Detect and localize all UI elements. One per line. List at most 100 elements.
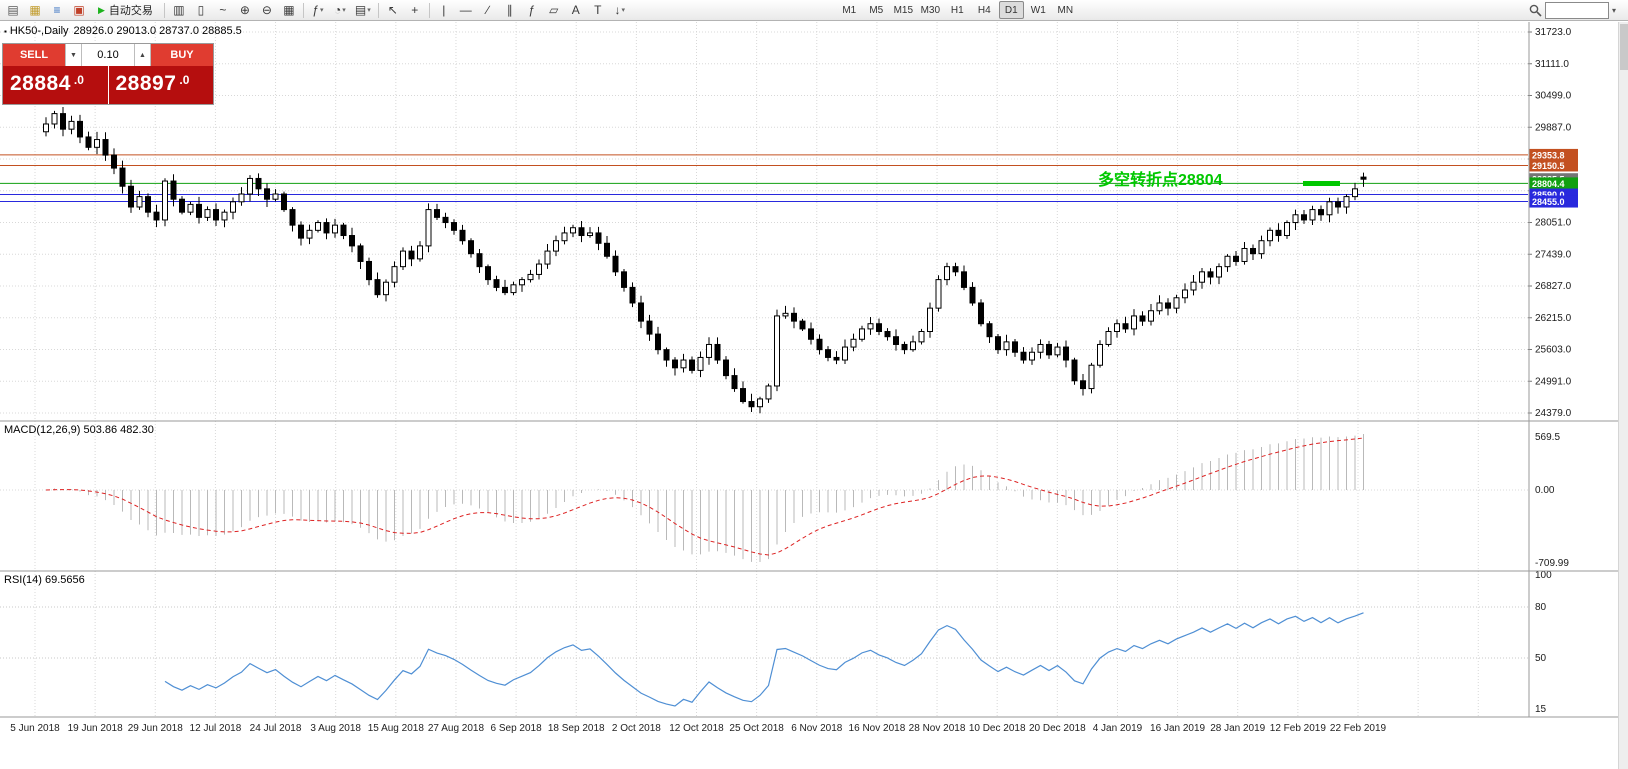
candle-body (1216, 266, 1222, 278)
scrollbar-thumb[interactable] (1620, 24, 1628, 70)
channel-icon: ∥ (506, 3, 513, 17)
macd-axis-label: -709.99 (1535, 558, 1569, 569)
macd-indicator-label: MACD(12,26,9) 503.86 482.30 (4, 424, 154, 436)
zoom-out-button[interactable]: ⊖ (257, 1, 277, 19)
candle-body (187, 203, 194, 213)
candle-body (748, 401, 755, 408)
candle-body (247, 177, 253, 195)
price-axis-label: 31111.0 (1535, 59, 1569, 70)
market-watch-button[interactable]: ▦ (25, 1, 45, 19)
timeframe-button-h1[interactable]: H1 (950, 4, 964, 16)
templates-button[interactable]: ▤ ▾ (352, 1, 374, 19)
chart-plot-area[interactable] (0, 22, 1528, 420)
bar-chart-button[interactable]: ▥ (169, 1, 189, 19)
candle-body (425, 209, 432, 247)
new-order-button[interactable]: ▤ (3, 1, 23, 19)
candlestick-chart-button[interactable]: ▯ (191, 1, 211, 19)
timeframe-button-m30[interactable]: M30 (920, 4, 941, 16)
navigator-button[interactable]: ≡ (47, 1, 67, 19)
volume-input[interactable] (82, 44, 134, 66)
candle-body (1165, 302, 1171, 309)
chart-marker-icon: ▪ (4, 27, 7, 36)
zoom-in-button[interactable]: ⊕ (235, 1, 255, 19)
candle-body (1114, 323, 1120, 332)
timeframe-button-h4[interactable]: H4 (977, 4, 991, 16)
terminal-button[interactable]: ▣ (69, 1, 89, 19)
date-axis-label: 12 Oct 2018 (669, 723, 724, 734)
search-icon[interactable] (1529, 4, 1542, 17)
buy-button[interactable]: BUY (151, 44, 213, 66)
vertical-line-icon: | (442, 3, 446, 17)
line-chart-button[interactable]: ~ (213, 1, 233, 19)
sell-price-panel[interactable]: 28884 .0 (3, 66, 108, 104)
candle-body (502, 286, 508, 294)
line-chart-icon: ~ (219, 3, 227, 17)
dropdown-arrow-icon: ▾ (621, 7, 626, 14)
periods-button[interactable]: ◔ ▾ (330, 1, 350, 19)
candle-body (442, 216, 449, 224)
candle-body (434, 209, 440, 218)
cursor-button[interactable]: ↖ (383, 1, 403, 19)
volume-decrease-button[interactable]: ▼ (65, 44, 82, 66)
text-button[interactable]: A (566, 1, 586, 19)
price-axis-label: 28051.0 (1535, 218, 1572, 229)
timeframe-button-m5[interactable]: M5 (869, 4, 884, 16)
candle-body (1267, 229, 1273, 242)
crosshair-button[interactable]: + (405, 1, 425, 19)
timeframe-button-w1[interactable]: W1 (1030, 4, 1046, 16)
horizontal-line-button[interactable]: — (456, 1, 476, 19)
timeframe-button-mn[interactable]: MN (1057, 4, 1074, 16)
annotation-text[interactable]: 多空转折点28804 (1098, 172, 1223, 189)
buy-price-panel[interactable]: 28897 .0 (108, 66, 213, 104)
date-axis-label: 24 Jul 2018 (250, 723, 302, 734)
macd-axis-label: 0.00 (1535, 485, 1555, 496)
toolbar-separator (163, 2, 165, 18)
candle-body (553, 240, 559, 252)
toolbar-separator (377, 2, 379, 18)
tile-windows-button[interactable]: ▦ (279, 1, 299, 19)
search-dropdown-icon[interactable]: ▾ (1611, 5, 1616, 15)
candle-body (1318, 209, 1324, 216)
trendline-button[interactable]: ∕ (478, 1, 498, 19)
candle-body (825, 349, 831, 358)
candle-body (1326, 201, 1333, 216)
candle-body (1199, 271, 1205, 283)
volume-increase-button[interactable]: ▲ (134, 44, 151, 66)
arrow-tools-button[interactable]: ↓ ▾ (610, 1, 630, 19)
candle-body (850, 338, 857, 348)
rsi-line (164, 612, 1364, 707)
candle-body (1190, 281, 1197, 291)
candle-body (85, 136, 92, 148)
fibonacci-button[interactable]: ƒ (522, 1, 542, 19)
label-button[interactable]: T (588, 1, 608, 19)
vertical-line-button[interactable]: | (434, 1, 454, 19)
indicators-button[interactable]: ƒ ▾ (308, 1, 328, 19)
sell-button[interactable]: SELL (3, 44, 65, 66)
annotation-marker[interactable] (1303, 181, 1340, 186)
price-axis-label: 29887.0 (1535, 122, 1572, 133)
candle-body (1080, 380, 1086, 390)
candle-body (927, 307, 933, 332)
fibonacci-icon: ƒ (528, 3, 536, 17)
symbol-search-input[interactable] (1544, 1, 1609, 19)
auto-trading-button[interactable]: ▶ 自动交易 (91, 1, 160, 19)
zoom-out-icon: ⊖ (261, 3, 272, 17)
candle-body (391, 266, 398, 283)
timeframe-button-d1[interactable]: D1 (998, 1, 1024, 19)
vertical-scrollbar[interactable] (1618, 22, 1628, 769)
date-axis-label: 25 Oct 2018 (729, 723, 784, 734)
timeframe-button-m1[interactable]: M1 (842, 4, 857, 16)
candle-body (408, 250, 415, 260)
candle-body (621, 271, 627, 288)
candle-body (587, 232, 593, 237)
candle-body (757, 398, 763, 408)
price-axis-label: 31723.0 (1535, 27, 1572, 38)
channel-button[interactable]: ∥ (500, 1, 520, 19)
candle-body (663, 349, 670, 361)
candle-body (1241, 247, 1248, 262)
candle-body (595, 232, 602, 244)
shapes-button[interactable]: ▱ (544, 1, 564, 19)
candle-body (1250, 247, 1256, 255)
timeframe-button-m15[interactable]: M15 (893, 4, 914, 16)
